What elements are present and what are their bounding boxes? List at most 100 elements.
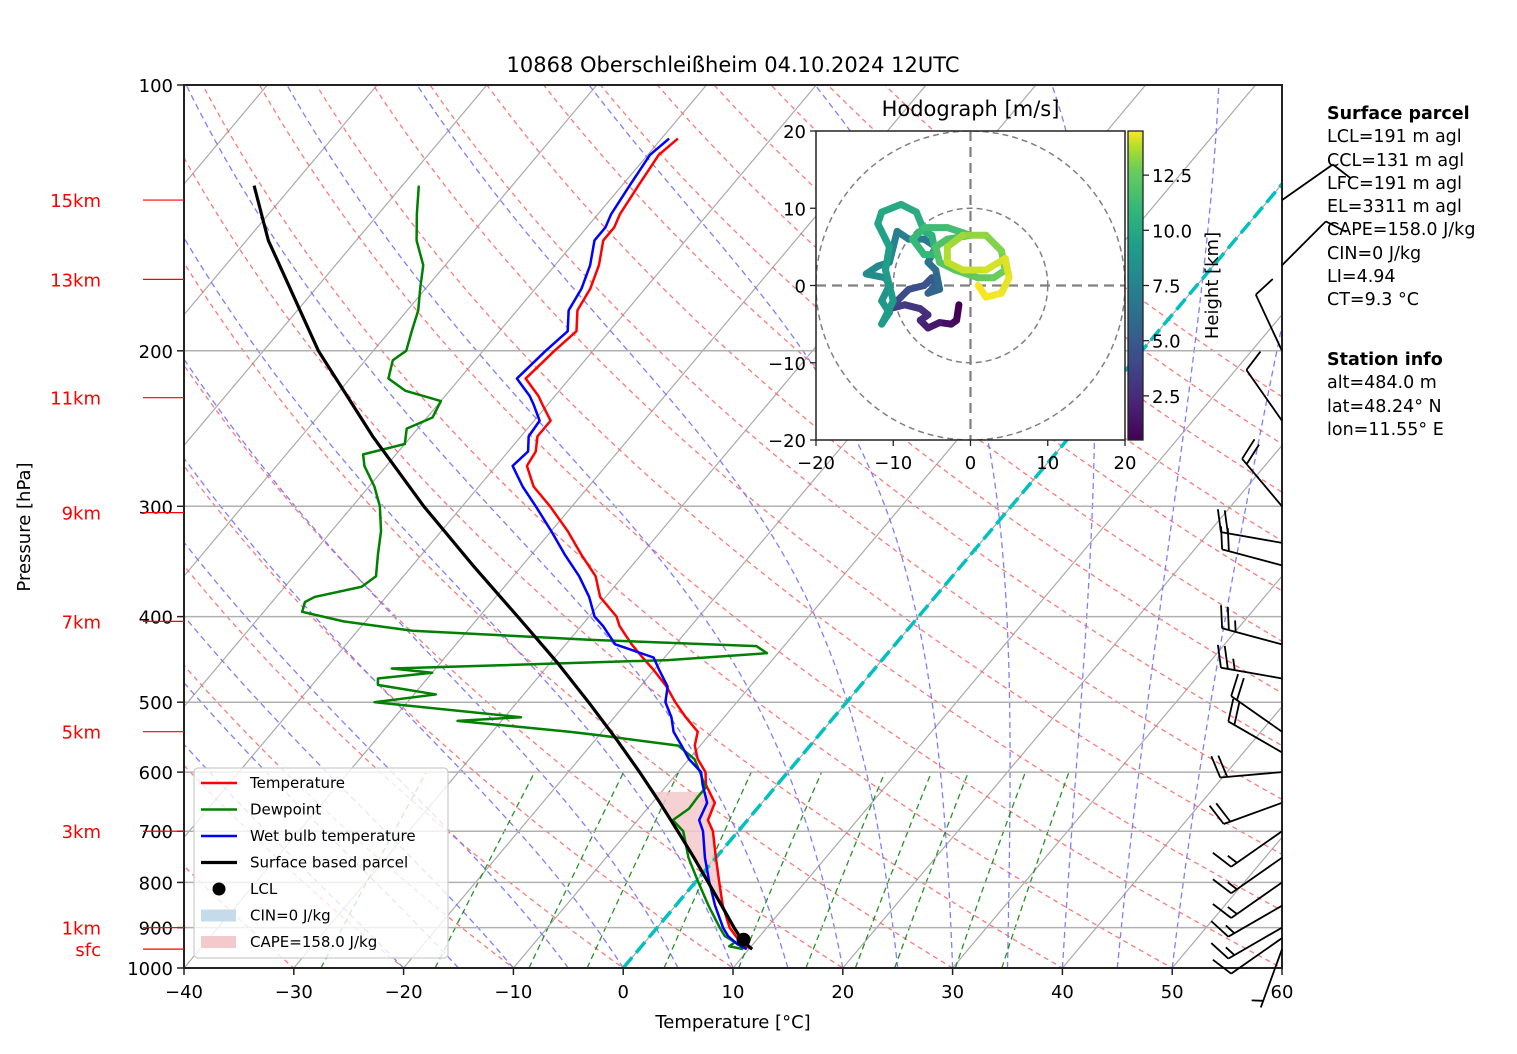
wind-barb xyxy=(1212,937,1283,975)
y-tick-label: 200 xyxy=(139,342,173,363)
height-label: 1km xyxy=(62,919,101,940)
dry-adiabat-line xyxy=(201,85,1174,968)
surface-parcel-lcl: LCL=191 m agl xyxy=(1327,127,1462,148)
colorbar-tick-label: 2.5 xyxy=(1152,387,1181,408)
isotherm-line xyxy=(1061,705,1282,968)
dry-adiabat-line xyxy=(184,564,625,968)
mixing-ratio-line xyxy=(854,771,933,968)
dry-adiabat-line xyxy=(599,85,1282,643)
surface-parcel-header: Surface parcel xyxy=(1327,104,1470,124)
y-tick-label: 800 xyxy=(139,873,173,894)
y-tick-label: 700 xyxy=(139,822,173,843)
y-tick-label: 400 xyxy=(139,608,173,629)
wind-barb xyxy=(1212,830,1283,868)
height-label: 7km xyxy=(62,612,101,633)
height-label: 13km xyxy=(50,270,101,291)
hodograph-segment xyxy=(982,254,1009,274)
wind-barb xyxy=(1216,509,1283,544)
height-label: 15km xyxy=(50,191,101,212)
y-tick-label: 1000 xyxy=(127,959,173,980)
lcl-marker xyxy=(736,932,751,947)
wind-barb xyxy=(1216,644,1283,680)
wind-barb xyxy=(1254,278,1283,352)
moist-adiabat-line xyxy=(184,615,514,968)
legend-label: Temperature xyxy=(249,774,345,792)
hodograph-segment xyxy=(878,297,897,328)
moist-adiabat-line xyxy=(184,358,679,968)
station-info-header: Station info xyxy=(1327,350,1443,370)
y-tick-label: 100 xyxy=(139,76,173,97)
wind-barb xyxy=(1210,926,1283,960)
hodograph-y-tick-label: 0 xyxy=(795,277,806,298)
isotherm-line xyxy=(184,85,598,577)
wind-barb xyxy=(1230,673,1283,733)
hodograph-x-tick-label: −20 xyxy=(797,453,835,474)
x-tick-label: −30 xyxy=(275,982,313,1003)
wind-barb xyxy=(1281,220,1347,266)
surface-parcel-lfc: LFC=191 m agl xyxy=(1327,173,1462,194)
surface-parcel-el: EL=3311 m agl xyxy=(1327,197,1462,218)
dry-adiabat-line xyxy=(542,85,1282,694)
wind-barb xyxy=(1212,881,1283,919)
isotherm-line xyxy=(184,85,488,447)
moist-adiabat-line xyxy=(184,681,459,968)
parcel-line xyxy=(252,185,754,951)
chart-title: 10868 Oberschleißheim 04.10.2024 12UTC xyxy=(507,53,960,77)
moist-adiabat-line xyxy=(814,85,1011,968)
legend: Temperature Dewpoint Wet bulb temperature S… xyxy=(193,767,449,959)
surface-parcel-cin: CIN=0 J/kg xyxy=(1327,243,1422,264)
station-altitude: alt=484.0 m xyxy=(1327,373,1437,394)
height-label: 9km xyxy=(62,504,101,525)
legend-label: CIN=0 J/kg xyxy=(250,907,331,925)
y-tick-label: 500 xyxy=(139,693,173,714)
isotherm-line xyxy=(951,575,1282,968)
hodograph-y-tick-label: 10 xyxy=(783,199,806,220)
zero-isotherm-line xyxy=(621,181,1282,968)
mixing-ratio-line xyxy=(434,771,536,968)
dry-adiabat-line xyxy=(315,85,1282,912)
hodograph-segment xyxy=(874,220,893,251)
legend-swatch-marker xyxy=(212,882,226,896)
x-tick-label: 50 xyxy=(1161,982,1184,1003)
legend-swatch-patch xyxy=(201,936,236,948)
wind-barb xyxy=(1281,163,1352,201)
isotherm-line xyxy=(184,85,378,316)
surface-parcel-ct: CT=9.3 °C xyxy=(1327,290,1419,311)
station-info: Station info alt=484.0 m lat=48.24° N lo… xyxy=(1327,349,1444,442)
surface-parcel-info: Surface parcel LCL=191 m agl CCL=131 m a… xyxy=(1327,103,1475,313)
moist-adiabat-line xyxy=(185,85,789,968)
moist-adiabat-line xyxy=(286,85,844,968)
isotherm-line xyxy=(622,183,1282,968)
y-axis: 100 200 300 400 500 600 700 800 900 1000 xyxy=(127,76,184,980)
height-label: 11km xyxy=(50,389,101,410)
moist-adiabat-line xyxy=(184,236,734,968)
profile-series xyxy=(252,137,1282,968)
y-tick-label: 900 xyxy=(139,919,173,940)
hodograph-x-tick-label: 0 xyxy=(965,453,976,474)
wind-barb xyxy=(1220,605,1283,646)
colorbar-tick-label: 12.5 xyxy=(1152,166,1192,187)
dry-adiabat-line xyxy=(770,85,1282,493)
colorbar-tick-label: 7.5 xyxy=(1152,277,1181,298)
x-tick-label: −20 xyxy=(385,982,423,1003)
height-label: 3km xyxy=(62,822,101,843)
moist-adiabat-line xyxy=(1116,85,1220,968)
wind-barb xyxy=(1220,526,1283,567)
wind-barb xyxy=(1210,755,1283,779)
height-label: sfc xyxy=(75,940,101,961)
surface-parcel-li: LI=4.94 xyxy=(1327,267,1396,288)
wind-barb xyxy=(1241,438,1283,507)
hodograph-x-tick-label: 10 xyxy=(1036,453,1059,474)
moist-adiabat-line xyxy=(1171,322,1282,968)
wet-bulb-line xyxy=(511,137,748,951)
wind-barb xyxy=(1245,351,1283,422)
dry-adiabat-line xyxy=(184,156,1064,968)
surface-parcel-ccl: CCL=131 m agl xyxy=(1327,150,1465,171)
station-latitude: lat=48.24° N xyxy=(1327,396,1442,417)
wind-barb xyxy=(1212,856,1283,894)
cape-area xyxy=(652,792,742,940)
surface-parcel-cape: CAPE=158.0 J/kg xyxy=(1327,220,1476,241)
legend-box xyxy=(193,767,449,959)
